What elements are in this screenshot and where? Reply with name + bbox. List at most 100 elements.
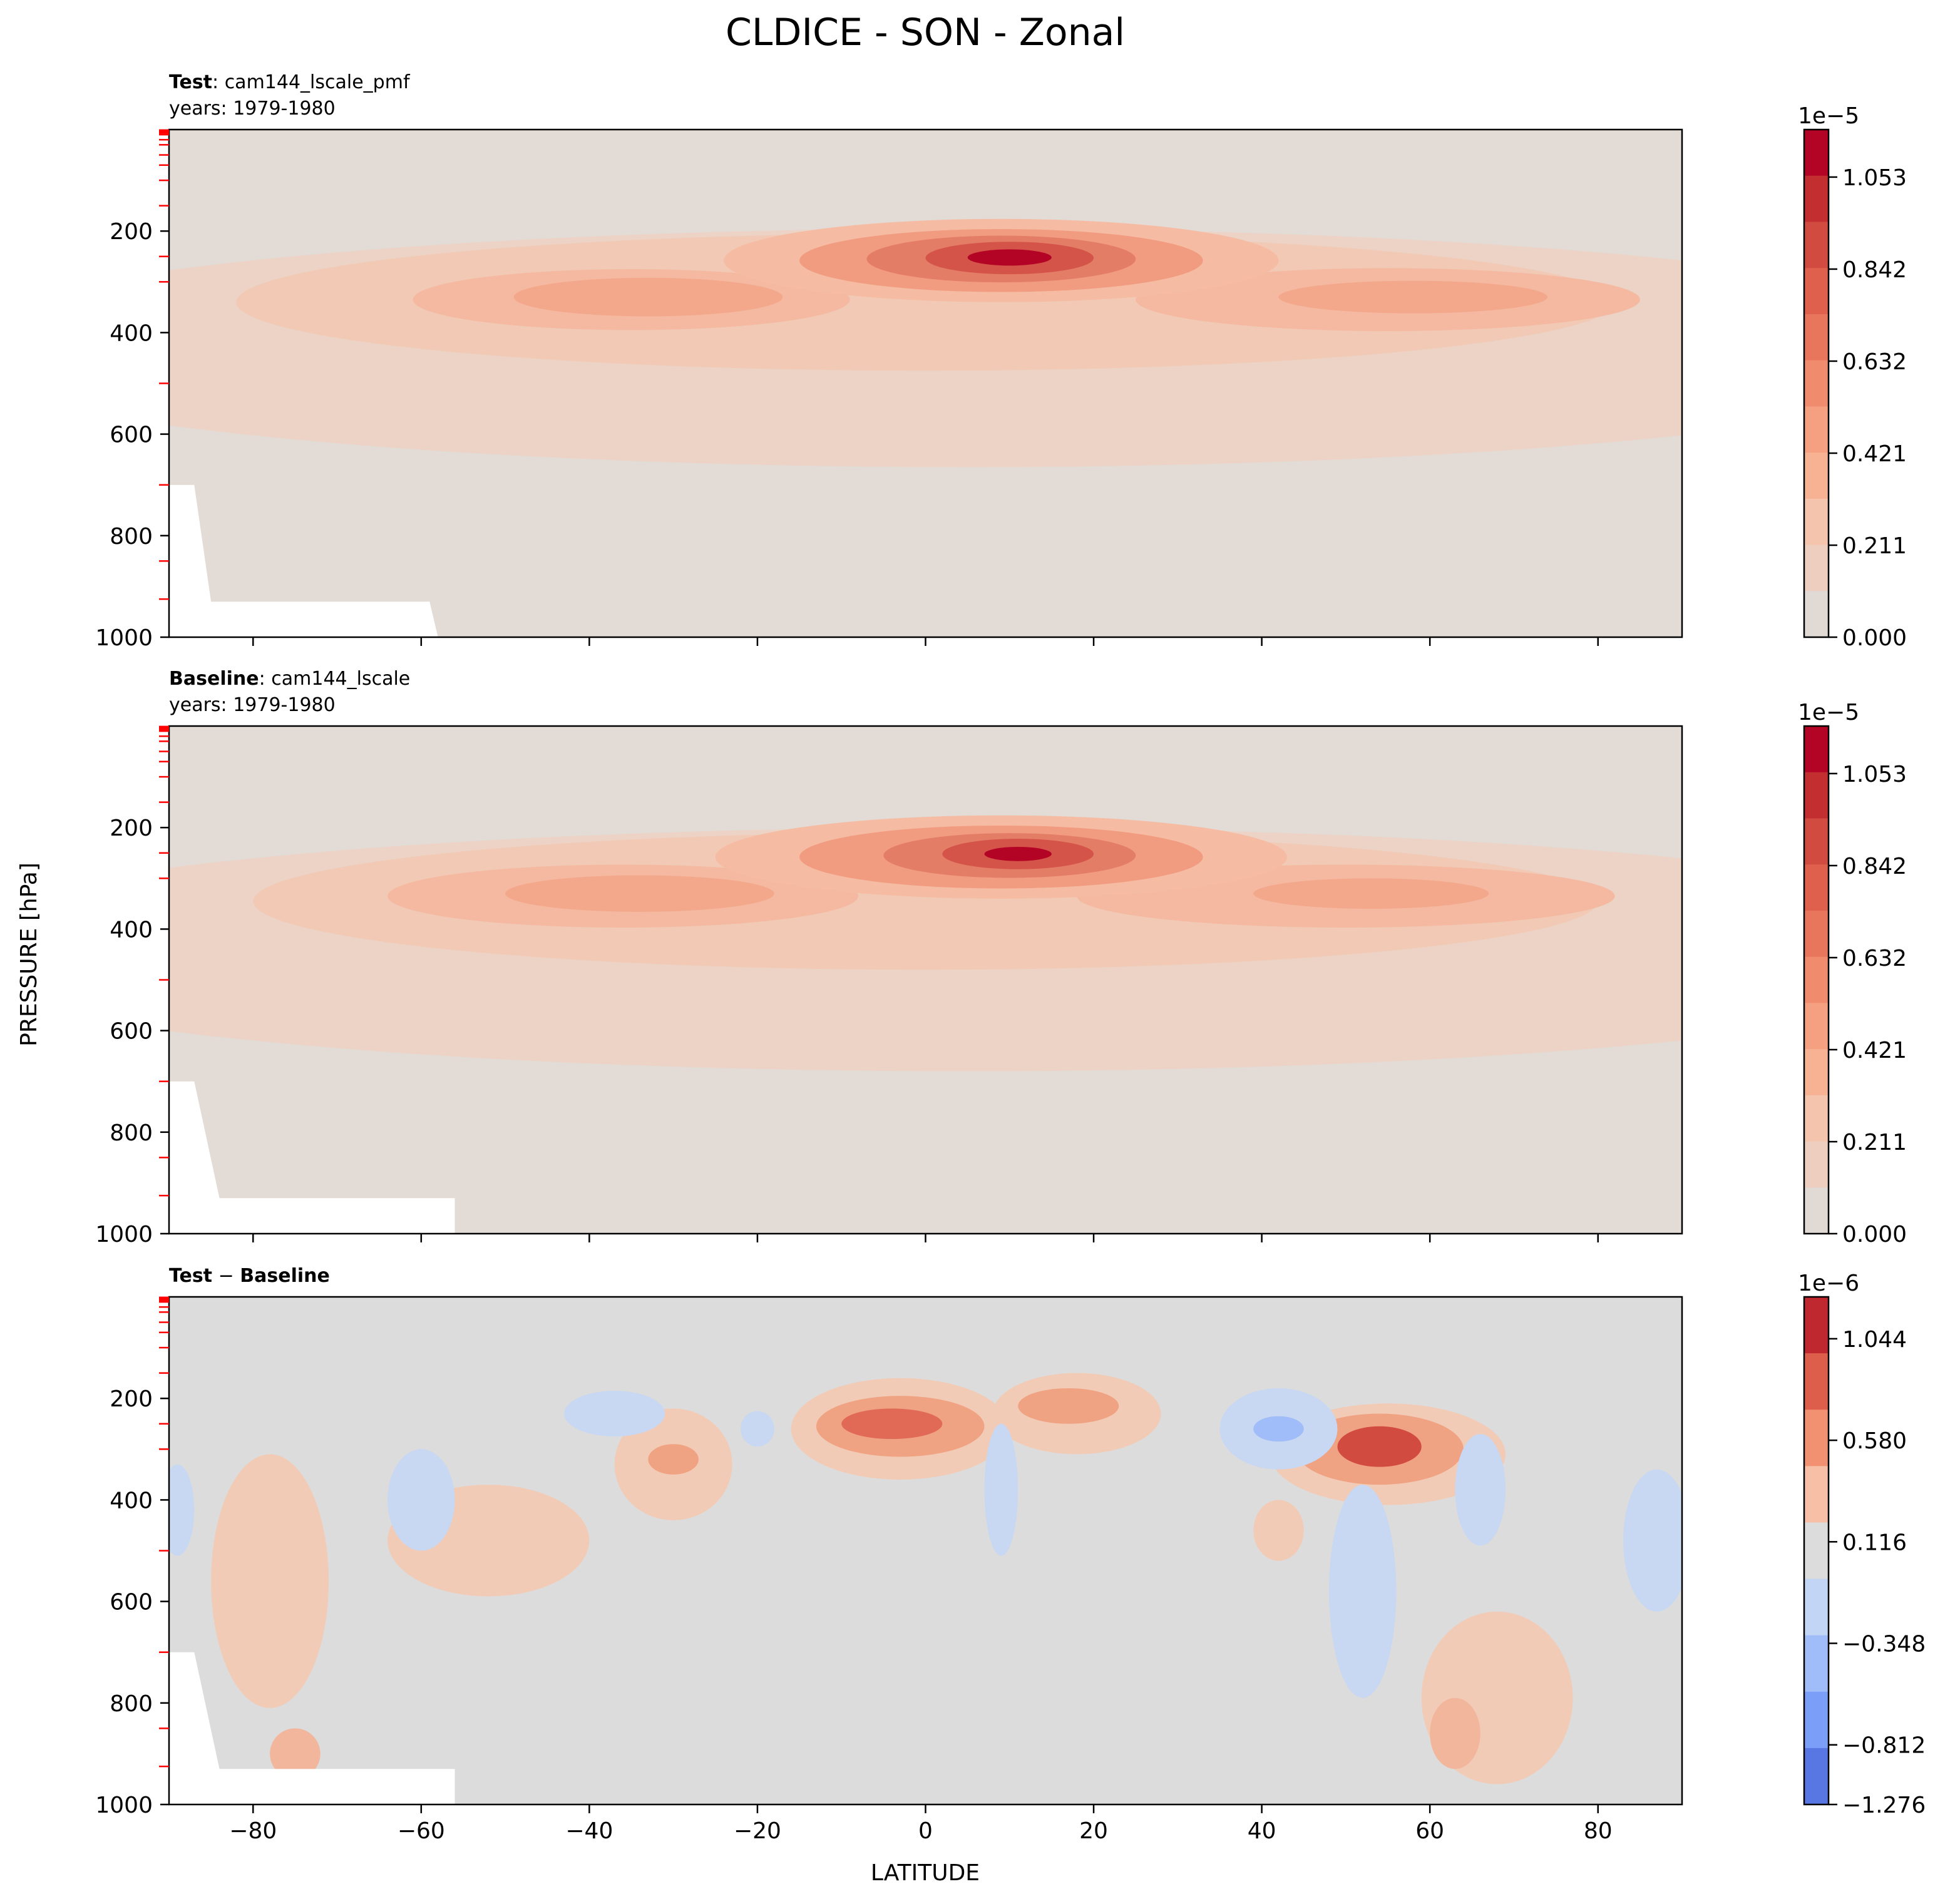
colorbar-band: [1804, 1522, 1829, 1580]
colorbar-band: [1804, 360, 1829, 407]
contour-region: [564, 1391, 665, 1437]
contour-region: [505, 875, 774, 912]
panel-label-separator: :: [259, 668, 272, 690]
colorbar-tick-label: 0.000: [1842, 1222, 1907, 1247]
colorbar-tick-label: −0.812: [1842, 1733, 1926, 1759]
contour-region: [1253, 878, 1489, 909]
panel-label-name: Baseline: [240, 1265, 330, 1287]
missing-data-region: [169, 484, 438, 637]
contour-region: [1337, 1426, 1422, 1467]
x-tick-label: −60: [398, 1818, 445, 1844]
contour-region: [169, 1464, 195, 1556]
colorbar-band: [1804, 1466, 1829, 1523]
panel-years: years: 1979-1980: [169, 694, 336, 716]
colorbar-band: [1804, 956, 1829, 1004]
y-tick-label: 200: [110, 816, 153, 841]
colorbar-band: [1804, 1141, 1829, 1189]
panel-label: Test: cam144_lscale_pmf: [169, 71, 411, 93]
y-tick-label: 800: [110, 1691, 153, 1717]
colorbar-exponent: 1e−5: [1798, 103, 1859, 129]
panel-baseline: 200 400 600 800 1000 Baseline: cam144_lscaley…: [95, 668, 1907, 1247]
y-tick-label: 600: [110, 422, 153, 448]
y-tick-label: 600: [110, 1590, 153, 1615]
colorbar-tick-label: 0.842: [1842, 854, 1907, 879]
y-tick-label: 1000: [95, 625, 153, 651]
colorbar-tick-label: −1.276: [1842, 1793, 1926, 1818]
colorbar-band: [1804, 1635, 1829, 1692]
colorbar-tick-label: 0.632: [1842, 946, 1907, 971]
contour-region: [1329, 1485, 1397, 1698]
y-tick-label: 800: [110, 524, 153, 550]
colorbar-tick-label: 0.421: [1842, 441, 1907, 467]
panel-label-bold: Test: [169, 71, 212, 93]
panel-label-separator: :: [212, 71, 225, 93]
colorbar-exponent: 1e−6: [1798, 1271, 1859, 1296]
colorbar: 1e−5 1.053 0.842 0.632 0.421 0.211 0.000: [1798, 700, 1907, 1247]
colorbar-band: [1804, 268, 1829, 315]
colorbar-band: [1804, 175, 1829, 223]
y-tick-label: 800: [110, 1120, 153, 1146]
colorbar-tick-label: 0.211: [1842, 1130, 1907, 1155]
contour-region: [1278, 280, 1548, 314]
x-tick-label: 40: [1248, 1818, 1276, 1844]
colorbar-band: [1804, 545, 1829, 592]
colorbar-band: [1804, 222, 1829, 269]
colorbar-tick-label: 0.421: [1842, 1038, 1907, 1063]
colorbar-tick-label: 1.053: [1842, 165, 1907, 191]
colorbar-band: [1804, 1579, 1829, 1636]
contour-region: [741, 1411, 774, 1447]
contour-region: [1430, 1697, 1480, 1769]
contour-region: [270, 1728, 321, 1779]
colorbar-band: [1804, 772, 1829, 819]
colorbar-band: [1804, 1691, 1829, 1749]
missing-data-region: [169, 1652, 455, 1804]
contour-region: [984, 847, 1052, 861]
colorbar-tick-label: 1.053: [1842, 762, 1907, 787]
missing-data-region: [169, 1081, 455, 1234]
colorbar-band: [1804, 1003, 1829, 1050]
y-tick-label: 1000: [95, 1222, 153, 1247]
x-tick-label: 0: [918, 1818, 933, 1844]
y-tick-label: 400: [110, 320, 153, 346]
x-tick-label: −20: [734, 1818, 781, 1844]
contour-region: [513, 277, 783, 317]
y-tick-label: 1000: [95, 1793, 153, 1818]
contour-region: [1253, 1416, 1304, 1442]
colorbar-tick-label: 0.116: [1842, 1530, 1907, 1555]
colorbar-band: [1804, 591, 1829, 638]
colorbar-band: [1804, 910, 1829, 958]
y-axis-label: PRESSURE [hPa]: [16, 862, 42, 1047]
colorbar-band: [1804, 864, 1829, 911]
contour-region: [211, 1454, 329, 1708]
x-axis-label: LATITUDE: [871, 1860, 980, 1886]
figure-title: CLDICE - SON - Zonal: [726, 11, 1125, 54]
colorbar-band: [1804, 1297, 1829, 1354]
colorbar-frame: [1803, 725, 1830, 1235]
contour-region: [1018, 1388, 1119, 1424]
panel-label-separator: −: [212, 1265, 240, 1287]
colorbar: 1e−6 1.044 0.580 0.116 −0.348 −0.812 −1.276: [1798, 1271, 1926, 1818]
x-tick-label: 80: [1584, 1818, 1613, 1844]
x-tick-label: 60: [1415, 1818, 1444, 1844]
colorbar-band: [1804, 1410, 1829, 1467]
colorbar-tick-label: 0.842: [1842, 257, 1907, 283]
contour-fill: [169, 1373, 1682, 1804]
x-tick-label: −80: [229, 1818, 277, 1844]
colorbar: 1e−5 1.053 0.842 0.632 0.421 0.211 0.000: [1798, 103, 1907, 651]
colorbar-tick-label: 0.211: [1842, 533, 1907, 559]
contour-region: [967, 249, 1052, 266]
colorbar-tick-label: 0.000: [1842, 625, 1907, 651]
colorbar-band: [1804, 1049, 1829, 1096]
contour-region: [1623, 1469, 1682, 1612]
y-tick-label: 200: [110, 219, 153, 245]
panel-test: 200 400 600 800 1000 Test: cam144_lscale_pmfy…: [95, 71, 1907, 651]
colorbar-band: [1804, 314, 1829, 361]
contour-region: [648, 1444, 699, 1475]
contour-fill: [169, 815, 1682, 1234]
contour-region: [1455, 1433, 1506, 1546]
colorbar-frame: [1803, 128, 1830, 638]
colorbar-band: [1804, 1095, 1829, 1142]
colorbar-band: [1804, 1353, 1829, 1411]
